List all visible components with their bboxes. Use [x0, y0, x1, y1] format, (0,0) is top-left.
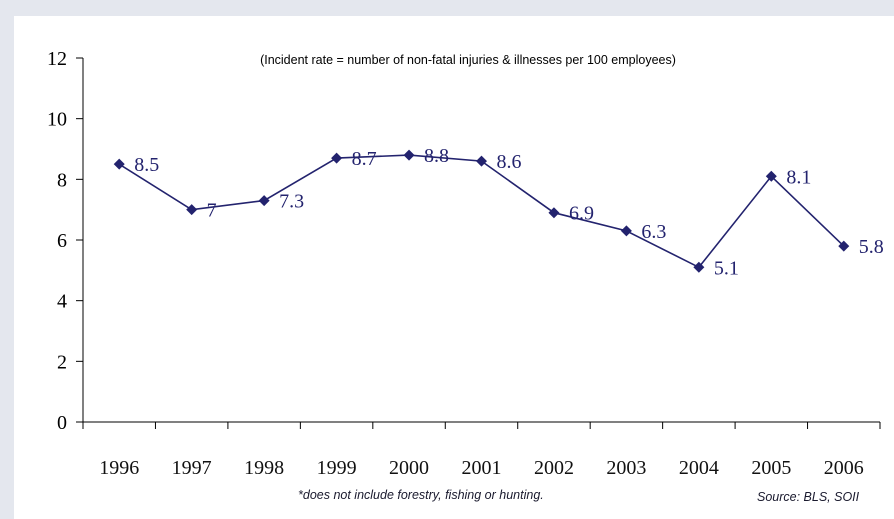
data-point-marker — [548, 207, 560, 219]
y-tick-label: 4 — [57, 291, 67, 313]
data-point-marker — [765, 170, 777, 182]
data-label: 5.8 — [859, 236, 884, 258]
y-tick-label: 6 — [57, 230, 67, 252]
y-tick-labels: 0 2 4 6 8 10 12 — [47, 48, 67, 434]
data-label: 8.1 — [786, 166, 811, 188]
data-label: 6.3 — [641, 221, 666, 243]
x-tick-label: 2000 — [389, 457, 429, 479]
data-labels: 8.5 7 7.3 8.7 8.8 8.6 6.9 6.3 5.1 8.1 5.8 — [134, 145, 884, 279]
x-tick-labels: 1996 1997 1998 1999 2000 2001 2002 2003 2004 2005… — [99, 457, 864, 479]
data-point-marker — [113, 158, 125, 170]
series-line — [118, 154, 845, 269]
x-tick-label: 2001 — [462, 457, 502, 479]
incident-rate-line-chart: (Incident rate = number of non-fatal inj… — [47, 48, 884, 479]
data-label: 8.5 — [134, 154, 159, 176]
data-point-marker — [476, 155, 487, 167]
data-point-marker — [403, 149, 415, 161]
x-tick-label: 2005 — [751, 457, 791, 479]
data-point-marker — [838, 240, 850, 252]
y-tick-label: 8 — [57, 169, 67, 191]
chart-panel: (Incident rate = number of non-fatal inj… — [14, 16, 894, 519]
chart-subtitle: (Incident rate = number of non-fatal inj… — [260, 53, 676, 67]
data-label: 8.6 — [497, 151, 522, 173]
data-point-marker — [693, 261, 705, 273]
data-label: 7.3 — [279, 191, 304, 213]
data-point-marker — [620, 225, 632, 237]
y-tick-label: 2 — [57, 351, 67, 373]
series-markers — [113, 149, 850, 273]
y-tick-label: 10 — [47, 109, 67, 131]
x-tick-label: 2006 — [824, 457, 864, 479]
x-tick-label: 2003 — [606, 457, 646, 479]
x-tick-label: 1999 — [317, 457, 357, 479]
data-point-marker — [331, 152, 343, 164]
chart-axes — [76, 57, 881, 429]
x-tick-label: 1996 — [99, 457, 139, 479]
data-label: 5.1 — [714, 257, 739, 279]
data-label: 8.7 — [352, 148, 377, 170]
data-label: 8.8 — [424, 145, 449, 167]
x-tick-label: 2004 — [679, 457, 719, 479]
footnote: *does not include forestry, fishing or h… — [298, 488, 544, 502]
data-point-marker — [258, 195, 270, 207]
source-note: Source: BLS, SOII — [757, 490, 860, 504]
x-tick-label: 2002 — [534, 457, 574, 479]
x-tick-label: 1998 — [244, 457, 284, 479]
y-tick-label: 12 — [47, 48, 67, 70]
data-point-marker — [186, 204, 198, 216]
y-tick-label: 0 — [57, 412, 67, 434]
x-tick-label: 1997 — [172, 457, 212, 479]
data-label: 7 — [207, 200, 217, 222]
data-label: 6.9 — [569, 203, 594, 225]
